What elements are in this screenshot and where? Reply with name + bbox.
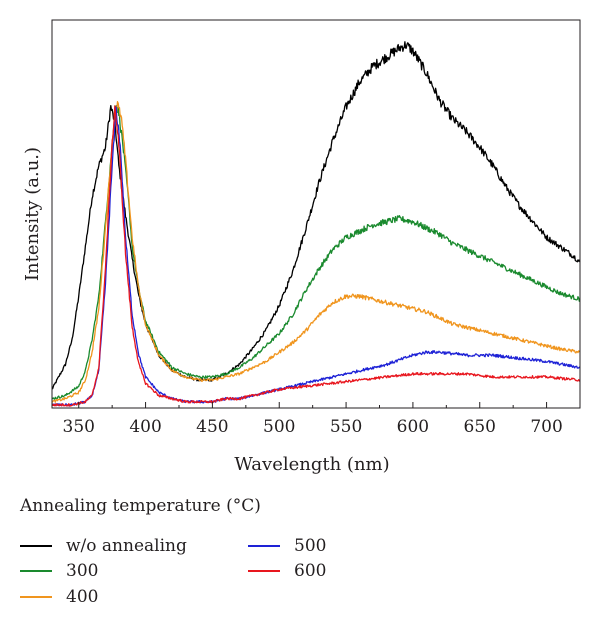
legend-title: Annealing temperature (°C) xyxy=(20,496,261,516)
x-tick-label-400: 400 xyxy=(129,417,161,437)
x-tick-label-550: 550 xyxy=(330,417,362,437)
x-tick-label-450: 450 xyxy=(196,417,228,437)
series-line-3 xyxy=(51,101,581,403)
legend-label: 600 xyxy=(294,561,327,581)
y-axis-title: Intensity (a.u.) xyxy=(22,147,43,281)
legend-label: 300 xyxy=(66,561,99,581)
x-tick-label-350: 350 xyxy=(63,417,95,437)
legend-swatch xyxy=(248,570,280,572)
legend-item-5: 600 xyxy=(248,561,326,581)
x-axis-title: Wavelength (nm) xyxy=(234,454,389,475)
legend-item-4: 500 xyxy=(248,536,326,556)
series-line-4 xyxy=(51,106,581,407)
x-tick-label-500: 500 xyxy=(263,417,295,437)
legend-item-3: 400 xyxy=(20,587,98,607)
plot-frame xyxy=(51,19,581,409)
legend-swatch xyxy=(20,596,52,598)
legend-label: 400 xyxy=(66,587,99,607)
x-tick-label-650: 650 xyxy=(464,417,496,437)
legend-label: 500 xyxy=(294,536,327,556)
legend-item-1: w/o annealing xyxy=(20,536,187,556)
x-tick-label-600: 600 xyxy=(397,417,429,437)
plot-series xyxy=(51,41,581,407)
legend-swatch xyxy=(20,545,52,547)
series-line-5 xyxy=(51,105,581,407)
legend-swatch xyxy=(20,570,52,572)
x-axis: 350 400 450 500 550 600 650 700 xyxy=(63,402,581,437)
legend-label: w/o annealing xyxy=(66,536,187,556)
legend-item-2: 300 xyxy=(20,561,98,581)
legend-swatch xyxy=(248,545,280,547)
series-line-1 xyxy=(51,41,581,390)
x-tick-label-700: 700 xyxy=(530,417,562,437)
